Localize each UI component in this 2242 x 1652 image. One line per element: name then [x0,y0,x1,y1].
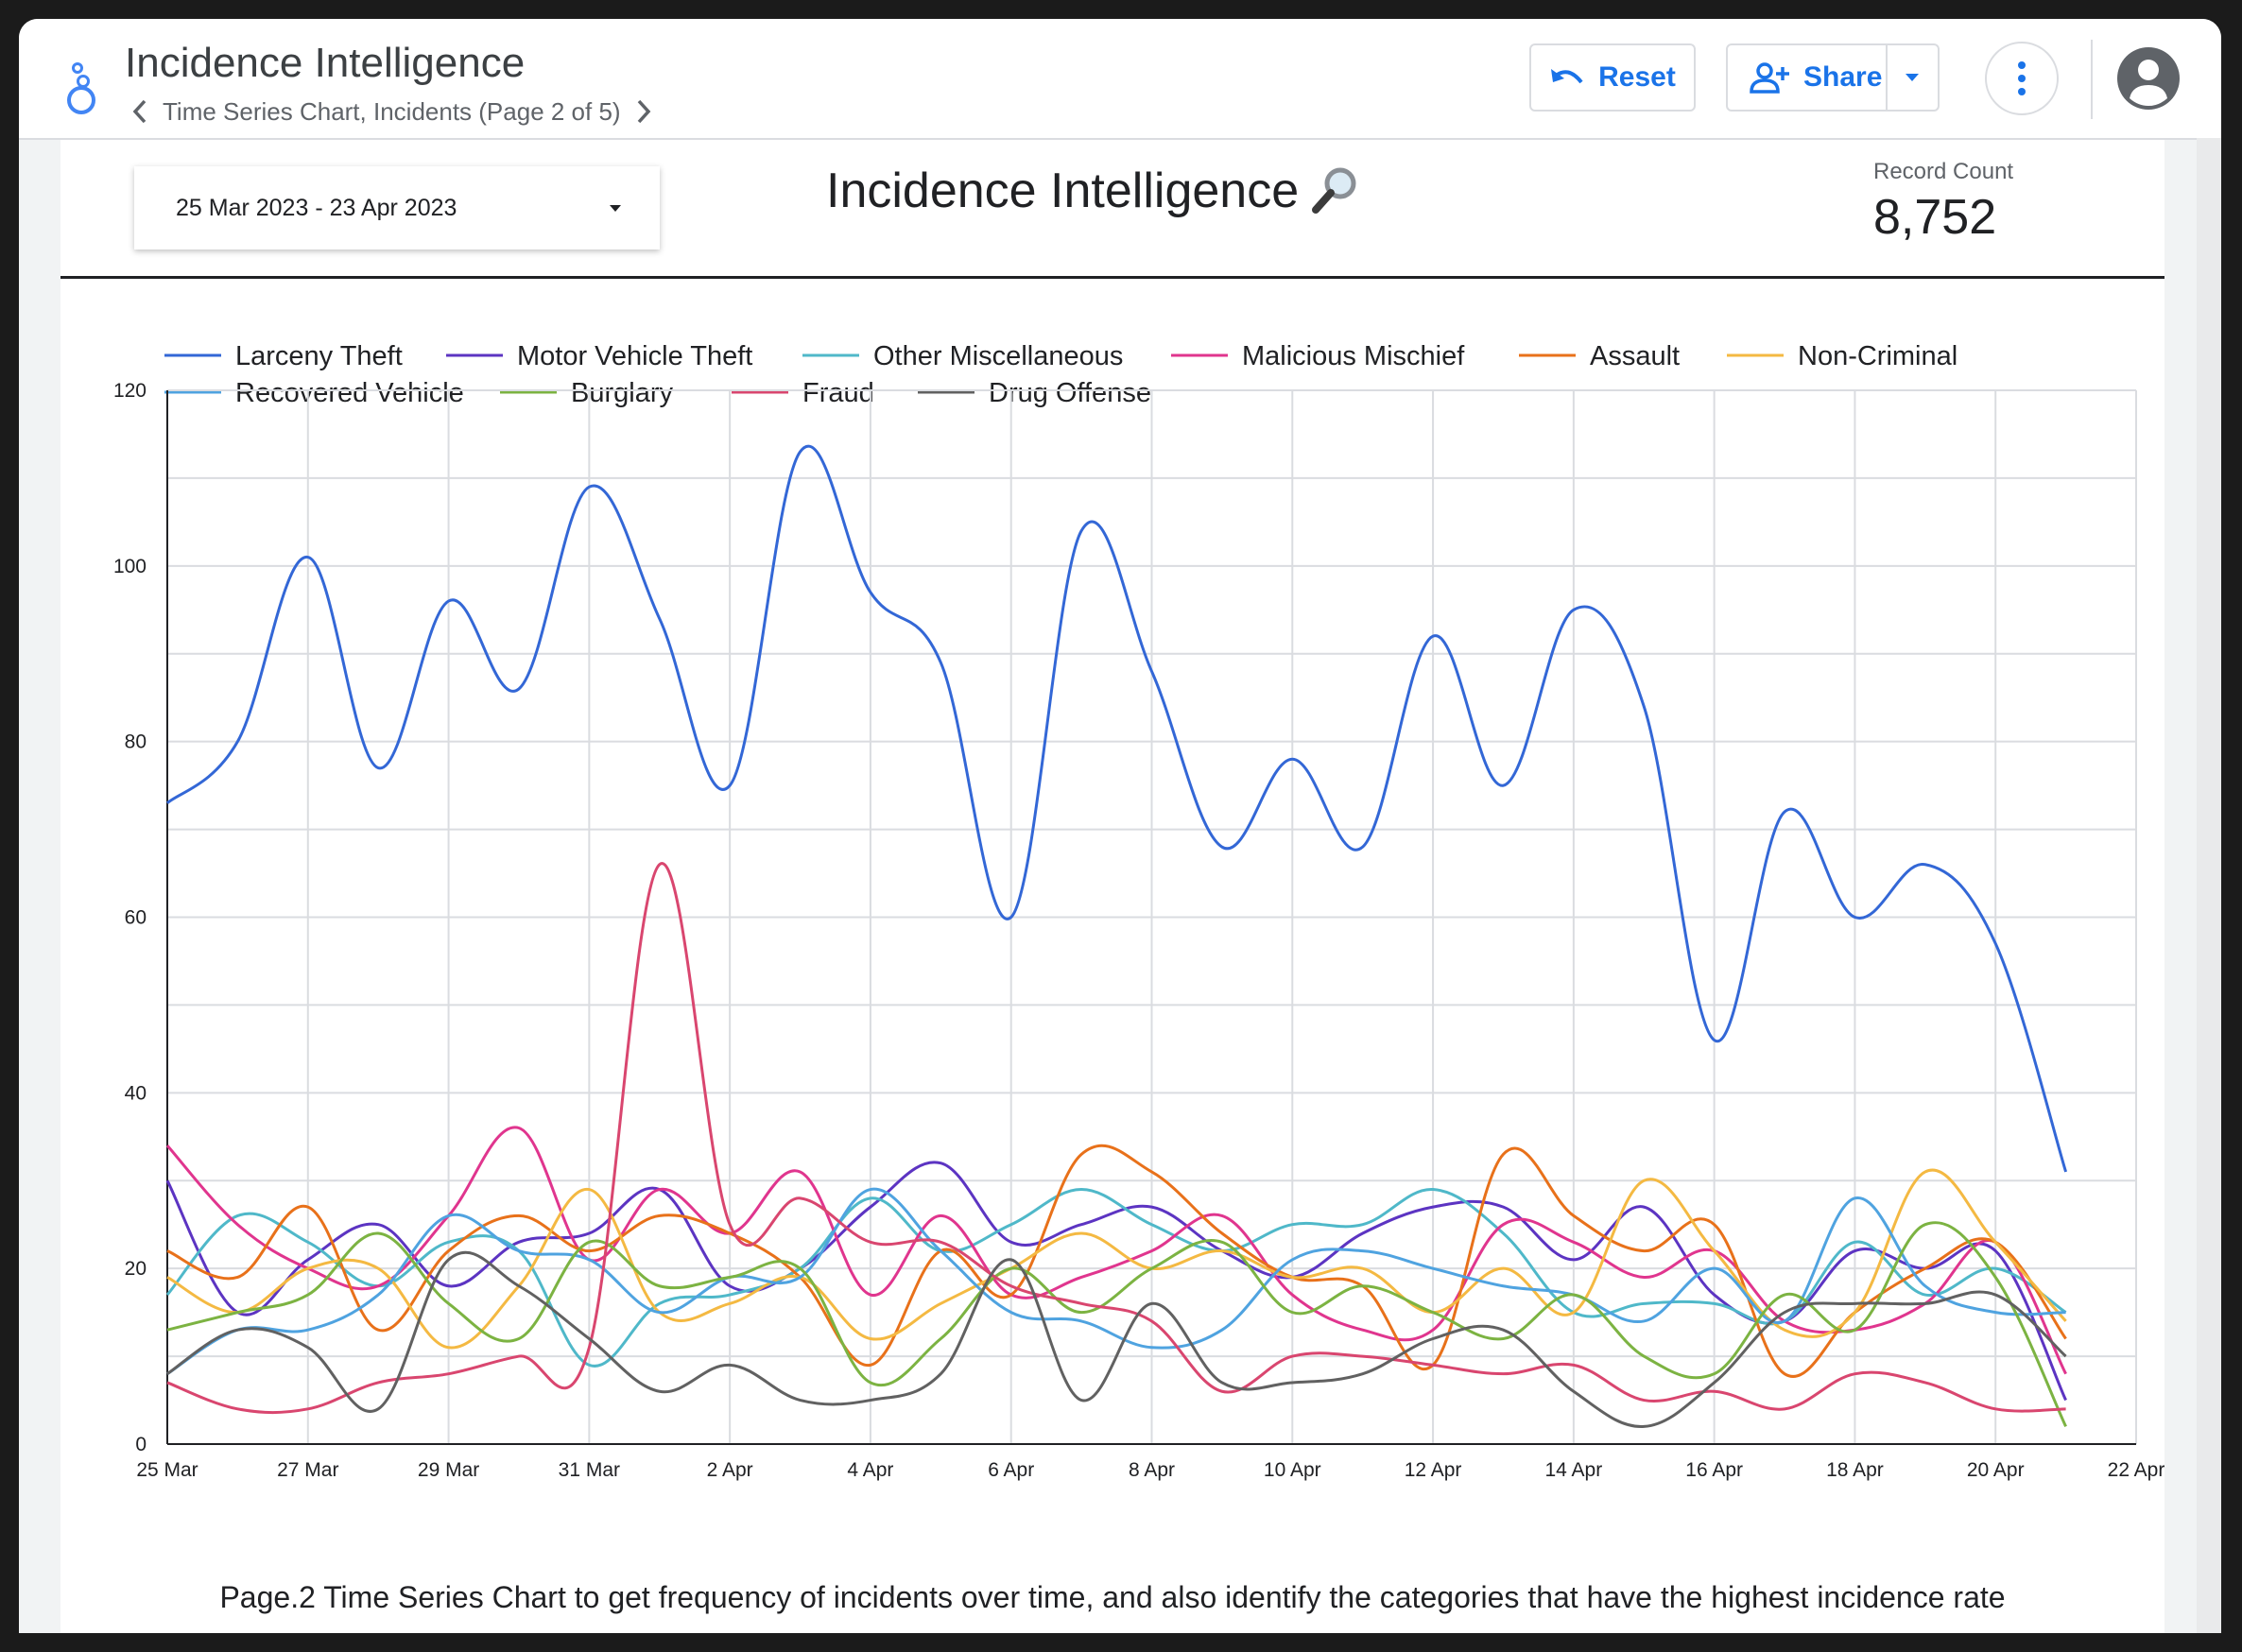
legend-label: Recovered Vehicle [235,378,464,408]
x-tick-label: 8 Apr [1129,1459,1175,1481]
x-tick-label: 16 Apr [1685,1459,1743,1481]
header-divider [2091,40,2093,119]
legend-label: Fraud [802,378,874,408]
y-tick-label: 100 [113,556,147,577]
legend-item-larceny-theft[interactable]: Larceny Theft [164,341,403,371]
legend-label: Malicious Mischief [1242,341,1465,371]
series-line-other-miscellaneous[interactable] [165,1188,2067,1368]
legend-label: Burglary [571,378,673,408]
top-bar: Incidence Intelligence Time Series Chart… [19,19,2221,140]
legend-item-recovered-vehicle[interactable]: Recovered Vehicle [164,378,464,408]
looker-studio-logo-icon[interactable] [60,53,102,121]
account-circle-icon[interactable] [2115,45,2182,112]
series-line-drug-offense[interactable] [166,1250,2067,1428]
series-line-recovered-vehicle[interactable] [166,1187,2066,1375]
y-tick-label: 20 [125,1258,147,1280]
chevron-right-icon [637,99,650,124]
legend-label: Drug Offense [989,378,1151,408]
person-add-icon [1750,62,1789,94]
y-tick-label: 80 [125,731,147,753]
header-rule [60,276,2164,279]
chart-legend: Larceny Theft Motor Vehicle Theft Other Mi… [164,341,1957,408]
x-tick-label: 25 Mar [136,1459,198,1481]
series-line-fraud[interactable] [166,862,2066,1415]
report-title-text: Incidence Intelligence [826,163,1300,218]
share-dropdown-button[interactable] [1888,45,1938,110]
legend-item-assault[interactable]: Assault [1519,341,1680,371]
report-canvas: 25 Mar 2023 - 23 Apr 2023 Incidence Inte… [60,140,2164,1633]
x-tick-label: 14 Apr [1544,1459,1602,1481]
x-tick-label: 6 Apr [988,1459,1034,1481]
x-tick-label: 18 Apr [1826,1459,1884,1481]
chart-grid [166,389,2137,1445]
legend-item-burglary[interactable]: Burglary [500,378,673,408]
legend-label: Other Miscellaneous [873,341,1123,371]
page-label[interactable]: Time Series Chart, Incidents (Page 2 of … [163,96,621,126]
legend-item-motor-vehicle-theft[interactable]: Motor Vehicle Theft [446,341,752,371]
legend-label: Larceny Theft [235,341,403,371]
next-page-button[interactable] [629,95,659,129]
more-options-button[interactable] [1985,42,2059,115]
more-vert-icon [2018,61,2026,95]
legend-item-fraud[interactable]: Fraud [732,378,874,408]
prev-page-button[interactable] [125,95,155,129]
app-title: Incidence Intelligence [125,40,526,86]
chart-axes: 0 20 40 60 80 100 120 25 Mar 27 Mar 29 Mar 31 Mar 2… [113,380,2164,1481]
y-tick-label: 120 [113,380,147,402]
reset-label: Reset [1598,61,1676,93]
x-tick-label: 4 Apr [847,1459,893,1481]
x-tick-label: 29 Mar [418,1459,479,1481]
chevron-left-icon [132,99,147,124]
x-tick-label: 10 Apr [1264,1459,1321,1481]
caret-down-icon [610,204,621,212]
app-window: Incidence Intelligence Time Series Chart… [19,19,2221,1633]
legend-item-drug-offense[interactable]: Drug Offense [918,378,1151,408]
x-tick-label: 20 Apr [1967,1459,2025,1481]
legend-item-non-criminal[interactable]: Non-Criminal [1727,341,1957,371]
chart-series [165,444,2068,1428]
date-range-control[interactable]: 25 Mar 2023 - 23 Apr 2023 [134,166,660,250]
date-range-value: 25 Mar 2023 - 23 Apr 2023 [176,194,457,221]
x-tick-label: 12 Apr [1405,1459,1462,1481]
y-tick-label: 60 [125,907,147,929]
undo-icon [1551,69,1583,84]
series-line-malicious-mischief[interactable] [165,1126,2067,1375]
report-title: Incidence Intelligence [826,163,1361,219]
legend-item-other-miscellaneous[interactable]: Other Miscellaneous [802,341,1123,371]
page-navigator: Time Series Chart, Incidents (Page 2 of … [125,93,659,130]
time-series-chart: Larceny Theft Motor Vehicle Theft Other Mi… [113,341,2164,1481]
x-tick-label: 31 Mar [559,1459,620,1481]
reset-button[interactable]: Reset [1529,43,1696,112]
y-tick-label: 40 [125,1082,147,1104]
legend-label: Non-Criminal [1798,341,1957,371]
share-button[interactable]: Share [1728,45,1888,110]
share-button-group: Share [1726,43,1940,112]
x-tick-label: 2 Apr [707,1459,753,1481]
y-tick-label: 0 [135,1434,147,1455]
legend-label: Assault [1590,341,1680,371]
record-count-label: Record Count [1873,159,2014,184]
series-line-motor-vehicle-theft[interactable] [165,1161,2067,1402]
series-line-burglary[interactable] [166,1221,2067,1428]
legend-item-malicious-mischief[interactable]: Malicious Mischief [1171,341,1465,371]
caret-down-icon [1906,74,1920,81]
x-tick-label: 27 Mar [277,1459,338,1481]
side-scroll-area [2197,138,2221,1633]
share-label: Share [1803,61,1883,93]
x-tick-label: 22 Apr [2108,1459,2164,1481]
series-line-larceny-theft[interactable] [166,444,2068,1173]
chart-caption: Page.2 Time Series Chart to get frequenc… [219,1580,2006,1614]
legend-label: Motor Vehicle Theft [517,341,752,371]
magnifier-icon [1312,167,1356,214]
record-count-value: 8,752 [1873,190,1997,245]
